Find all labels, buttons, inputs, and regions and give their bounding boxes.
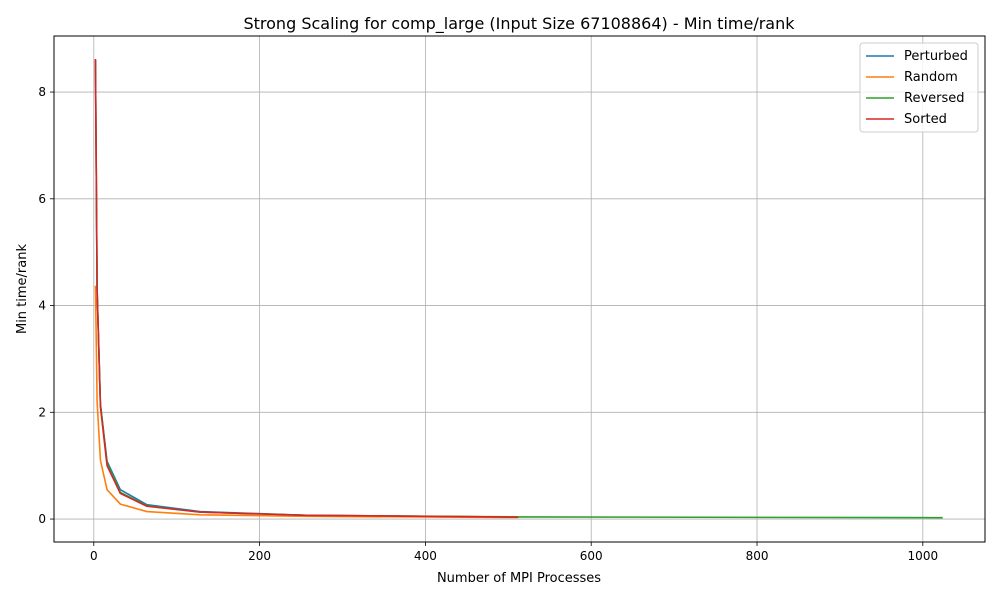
x-axis-label: Number of MPI Processes — [437, 571, 601, 586]
series-line-random — [94, 285, 519, 519]
y-tick-label: 8 — [38, 85, 46, 99]
legend-frame — [859, 42, 979, 133]
series-line-sorted — [94, 58, 519, 518]
y-tick-label: 6 — [38, 192, 46, 206]
x-tick-label: 200 — [248, 549, 271, 563]
legend-label-sorted: Sorted — [904, 112, 947, 127]
x-tick-label: 0 — [90, 549, 98, 563]
y-tick-label: 0 — [38, 512, 46, 526]
legend: Perturbed Random Reversed Sorted — [859, 42, 979, 133]
legend-label-perturbed: Perturbed — [904, 49, 968, 64]
legend-label-random: Random — [904, 70, 958, 85]
x-tick-label: 600 — [580, 549, 603, 563]
x-tick-label: 400 — [414, 549, 437, 563]
legend-label-reversed: Reversed — [904, 91, 965, 106]
y-axis-label: Min time/rank — [15, 244, 30, 335]
plot-frame — [53, 35, 986, 543]
y-tick-label: 4 — [38, 299, 46, 313]
chart-title: Strong Scaling for comp_large (Input Siz… — [243, 14, 795, 34]
axes-layer: 0 200 400 600 800 1000 0 2 4 6 8 — [38, 85, 938, 563]
y-tick-label: 2 — [38, 405, 46, 419]
series-layer — [94, 58, 943, 519]
x-tick-label: 1000 — [908, 549, 939, 563]
x-tick-label: 800 — [746, 549, 769, 563]
